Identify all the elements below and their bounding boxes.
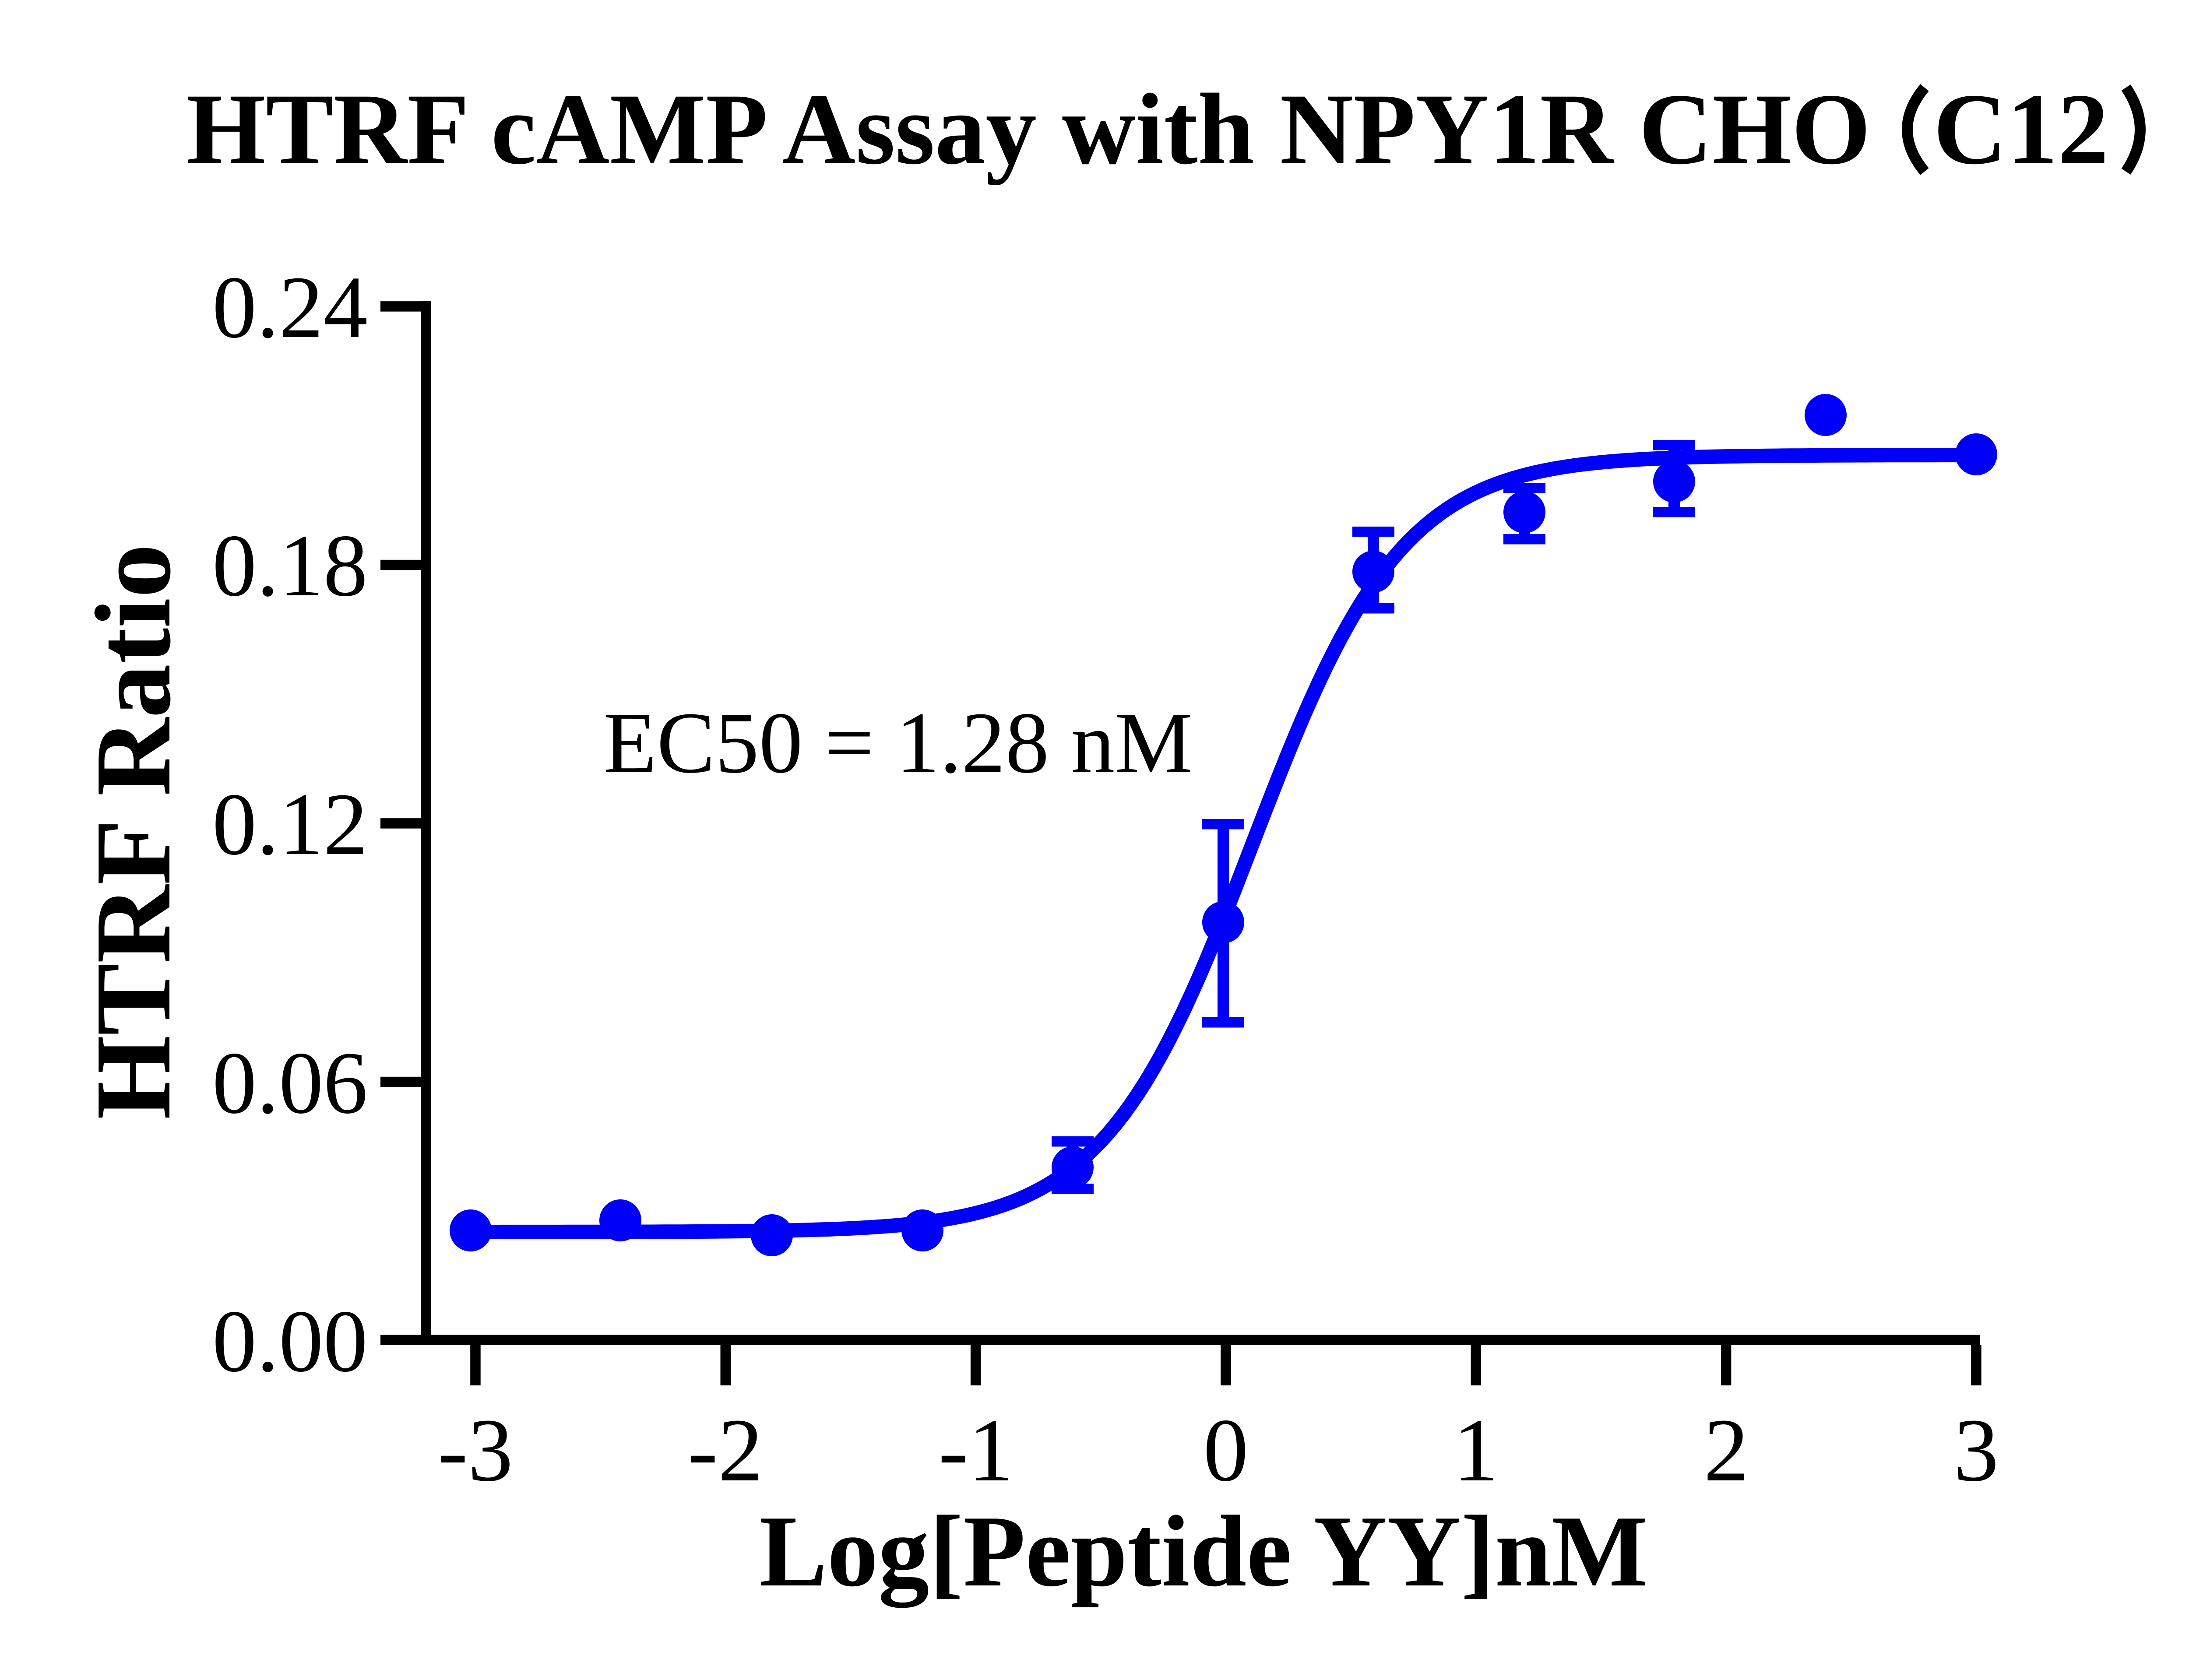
svg-text:HTRF Ratio: HTRF Ratio (74, 544, 193, 1120)
svg-text:3: 3 (1954, 1400, 1999, 1500)
svg-text:Log[Peptide YY]nM: Log[Peptide YY]nM (759, 1495, 1648, 1608)
svg-text:EC50 = 1.28 nM: EC50 = 1.28 nM (603, 695, 1193, 791)
svg-text:HTRF cAMP Assay with NPY1R CHO: HTRF cAMP Assay with NPY1R CHO (187, 73, 1871, 186)
svg-text:-2: -2 (688, 1400, 763, 1500)
svg-text:0.12: 0.12 (212, 775, 368, 873)
svg-text:2: 2 (1704, 1400, 1749, 1500)
svg-text:0: 0 (1204, 1400, 1249, 1500)
svg-text:0.06: 0.06 (212, 1033, 368, 1132)
svg-text:0.00: 0.00 (212, 1292, 368, 1390)
svg-text:-3: -3 (438, 1400, 513, 1500)
svg-text:0.24: 0.24 (212, 258, 368, 356)
svg-text:0.18: 0.18 (212, 516, 368, 615)
svg-text:1: 1 (1453, 1400, 1499, 1500)
svg-text:-1: -1 (938, 1400, 1014, 1500)
svg-text:C12: C12 (1933, 73, 2108, 186)
